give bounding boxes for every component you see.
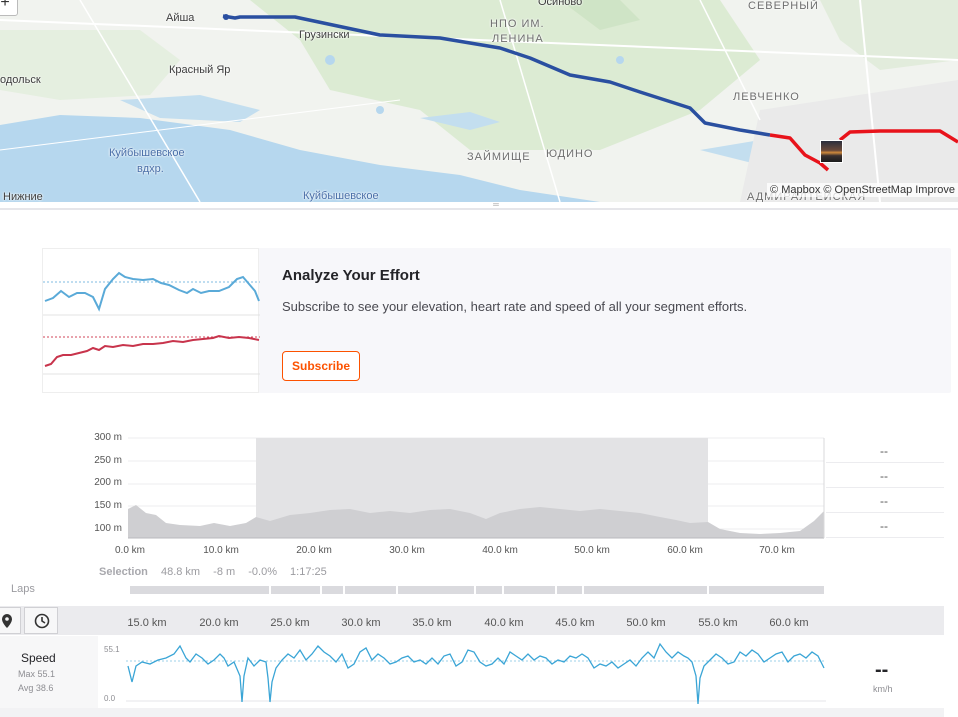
- segment-line-continuation: [838, 129, 958, 144]
- selection-time: 1:17:25: [290, 566, 327, 578]
- speed-y-max-label: 55.1: [104, 645, 120, 654]
- elevation-x-tick: 20.0 km: [296, 545, 332, 556]
- upsell-title: Analyze Your Effort: [282, 267, 420, 284]
- selection-summary: Selection 48.8 km -8 m -0.0% 1:17:25: [99, 566, 337, 578]
- map-divider: [0, 208, 958, 210]
- elevation-y-tick: 100 m: [94, 523, 122, 534]
- lap-bar[interactable]: [557, 586, 582, 594]
- lap-bar[interactable]: [584, 586, 707, 594]
- speed-x-tick: 35.0 km: [412, 617, 452, 629]
- selection-label: Selection: [99, 566, 148, 578]
- elevation-x-tick: 30.0 km: [389, 545, 425, 556]
- map-label-levchenko: ЛЕВЧЕНКО: [733, 91, 800, 103]
- elevation-y-tick: 300 m: [94, 432, 122, 443]
- map-label-severny: СЕВЕРНЫЙ: [748, 0, 819, 12]
- clock-icon: [34, 613, 50, 629]
- map-label-zaimishche: ЗАЙМИЩЕ: [467, 151, 531, 163]
- map-label-npo: НПО ИМ.: [490, 18, 545, 30]
- selection-grade: -0.0%: [248, 566, 277, 578]
- map-label-aisha: Айша: [166, 12, 195, 24]
- elevation-area: [128, 505, 824, 538]
- activity-photo-thumbnail[interactable]: [820, 140, 843, 163]
- speed-x-tick: 50.0 km: [626, 617, 666, 629]
- time-toggle-button[interactable]: [24, 607, 58, 634]
- speed-x-tick: 25.0 km: [270, 617, 310, 629]
- elevation-x-tick: 40.0 km: [482, 545, 518, 556]
- map-label-krasny-yar: Красный Яр: [169, 64, 231, 76]
- selection-elevation: -8 m: [213, 566, 236, 578]
- speed-x-tick: 15.0 km: [127, 617, 167, 629]
- laps-label: Laps: [11, 583, 35, 595]
- lap-bar[interactable]: [476, 586, 502, 594]
- map-pin-button[interactable]: [0, 607, 21, 634]
- zoom-in-button[interactable]: +: [0, 0, 18, 16]
- speed-x-tick: 40.0 km: [484, 617, 524, 629]
- map-label-nizhnie: Нижние: [3, 191, 43, 202]
- map-label-reservoir-2: Куйбышевское: [303, 190, 379, 202]
- side-value: --: [826, 463, 944, 488]
- speed-stream-label[interactable]: [0, 636, 98, 708]
- map-label-reservoir-abbr: вдхр.: [137, 163, 164, 175]
- lap-bar[interactable]: [322, 586, 343, 594]
- map-label-osinovo: Осиново: [538, 0, 583, 8]
- map-label-odolsk: одольск: [0, 74, 41, 86]
- lap-bar[interactable]: [345, 586, 396, 594]
- side-value: --: [826, 513, 944, 538]
- speed-avg: Avg 38.6: [18, 683, 54, 693]
- elevation-y-tick: 200 m: [94, 477, 122, 488]
- speed-readout-panel: [826, 636, 944, 708]
- map-label-lenina: ЛЕНИНА: [492, 33, 544, 45]
- map-label-reservoir: Куйбышевское: [109, 147, 185, 159]
- side-value: --: [826, 438, 944, 463]
- speed-x-tick: 60.0 km: [769, 617, 809, 629]
- elevation-side-panel: -- -- -- --: [826, 438, 944, 538]
- map-label-yudino: ЮДИНО: [546, 148, 594, 160]
- speed-chart[interactable]: [98, 636, 826, 708]
- speed-x-tick: 45.0 km: [555, 617, 595, 629]
- elevation-x-tick: 0.0 km: [114, 545, 146, 556]
- lap-bar[interactable]: [271, 586, 320, 594]
- lap-bar[interactable]: [130, 586, 269, 594]
- elevation-x-tick: 60.0 km: [667, 545, 703, 556]
- speed-y-min-label: 0.0: [104, 694, 116, 703]
- elevation-x-tick: 10.0 km: [203, 545, 239, 556]
- map-label-gruzinski: Грузински: [299, 29, 350, 41]
- map-pin-icon: [2, 614, 12, 628]
- lap-bar[interactable]: [504, 586, 555, 594]
- elevation-y-tick: 250 m: [94, 455, 122, 466]
- route-map[interactable]: + Айша Грузински Осиново НПО ИМ. ЛЕНИНА …: [0, 0, 958, 202]
- upsell-preview-chart: [42, 248, 260, 393]
- elevation-x-tick: 50.0 km: [574, 545, 610, 556]
- speed-max: Max 55.1: [18, 669, 56, 679]
- speed-x-tick: 20.0 km: [199, 617, 239, 629]
- elevation-y-tick: 150 m: [94, 500, 122, 511]
- speed-title: Speed: [21, 651, 56, 665]
- analysis-toolbar: [0, 606, 944, 635]
- elevation-x-tick: 70.0 km: [759, 545, 795, 556]
- route-line: [222, 14, 771, 137]
- speed-x-tick: 30.0 km: [341, 617, 381, 629]
- speed-x-tick: 55.0 km: [698, 617, 738, 629]
- map-canvas[interactable]: [0, 0, 958, 202]
- speed-line: [127, 642, 825, 705]
- selection-distance: 48.8 km: [160, 566, 201, 578]
- upsell-description: Subscribe to see your elevation, heart r…: [282, 299, 748, 314]
- speed-current-value: --: [875, 659, 889, 681]
- lap-bar[interactable]: [398, 586, 474, 594]
- lap-bar[interactable]: [709, 586, 824, 594]
- segment-line: [769, 133, 830, 172]
- next-stream-row[interactable]: [0, 708, 944, 717]
- analyze-effort-upsell: Analyze Your Effort Subscribe to see you…: [42, 248, 951, 393]
- speed-unit: km/h: [873, 684, 893, 694]
- side-value: --: [826, 488, 944, 513]
- resize-handle[interactable]: ═: [493, 200, 499, 209]
- map-attribution[interactable]: © Mapbox © OpenStreetMap Improve: [767, 183, 958, 197]
- elevation-chart[interactable]: [0, 425, 958, 545]
- subscribe-button[interactable]: Subscribe: [282, 351, 360, 381]
